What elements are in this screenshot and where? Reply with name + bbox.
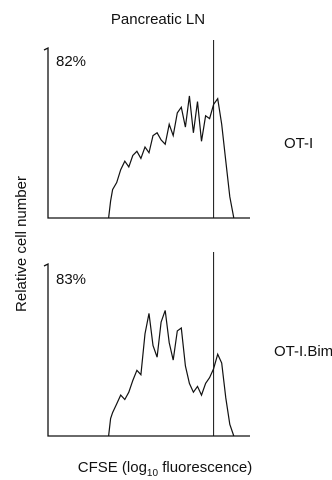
chart-title: Pancreatic LN xyxy=(111,11,205,28)
panel-bottom-series-label: OT-I.Bim xyxy=(274,343,332,360)
x-axis-label-tail: fluorescence) xyxy=(158,459,252,476)
panel-bottom: 83% OT-I.Bim xyxy=(43,252,332,437)
panel-top-histogram xyxy=(108,95,235,219)
panel-top-axes xyxy=(43,46,250,219)
panel-bottom-percent: 83% xyxy=(56,271,86,288)
panel-top-series-label: OT-I xyxy=(284,135,313,152)
panel-bottom-histogram xyxy=(108,310,235,437)
y-axis-label: Relative cell number xyxy=(13,176,30,312)
x-axis-label-main: CFSE (log xyxy=(78,459,147,476)
x-axis-label-subscript: 10 xyxy=(147,468,159,479)
x-axis-label: CFSE (log10 fluorescence) xyxy=(78,459,253,479)
panel-bottom-axes xyxy=(43,262,250,437)
panel-top: 82% OT-I xyxy=(43,40,313,219)
panel-top-percent: 82% xyxy=(56,53,86,70)
